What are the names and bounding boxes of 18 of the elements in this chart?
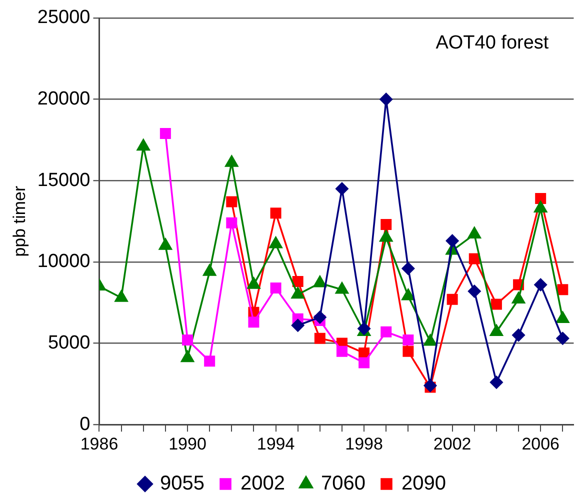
y-tick-label: 0 xyxy=(80,414,90,435)
x-tick-label: 1986 xyxy=(80,434,118,454)
legend-label: 2002 xyxy=(240,472,286,495)
annotation: AOT40 forest xyxy=(436,32,550,54)
x-tick-label: 1994 xyxy=(256,434,295,454)
y-tick-label: 10000 xyxy=(37,251,90,272)
x-tick-label: 2006 xyxy=(522,434,560,454)
y-tick-label: 25000 xyxy=(37,7,90,28)
legend-label: 2090 xyxy=(401,472,446,495)
y-tick-label: 5000 xyxy=(48,332,90,354)
legend-label: 9055 xyxy=(160,472,205,495)
x-tick-label: 1990 xyxy=(168,434,206,454)
y-tick-label: 20000 xyxy=(37,88,90,110)
y-axis-title: ppb timer xyxy=(10,186,29,257)
legend-label: 7060 xyxy=(321,472,366,495)
x-tick-label: 2002 xyxy=(433,434,472,454)
x-tick-label: 1998 xyxy=(345,434,383,454)
y-tick-label: 15000 xyxy=(37,170,90,191)
